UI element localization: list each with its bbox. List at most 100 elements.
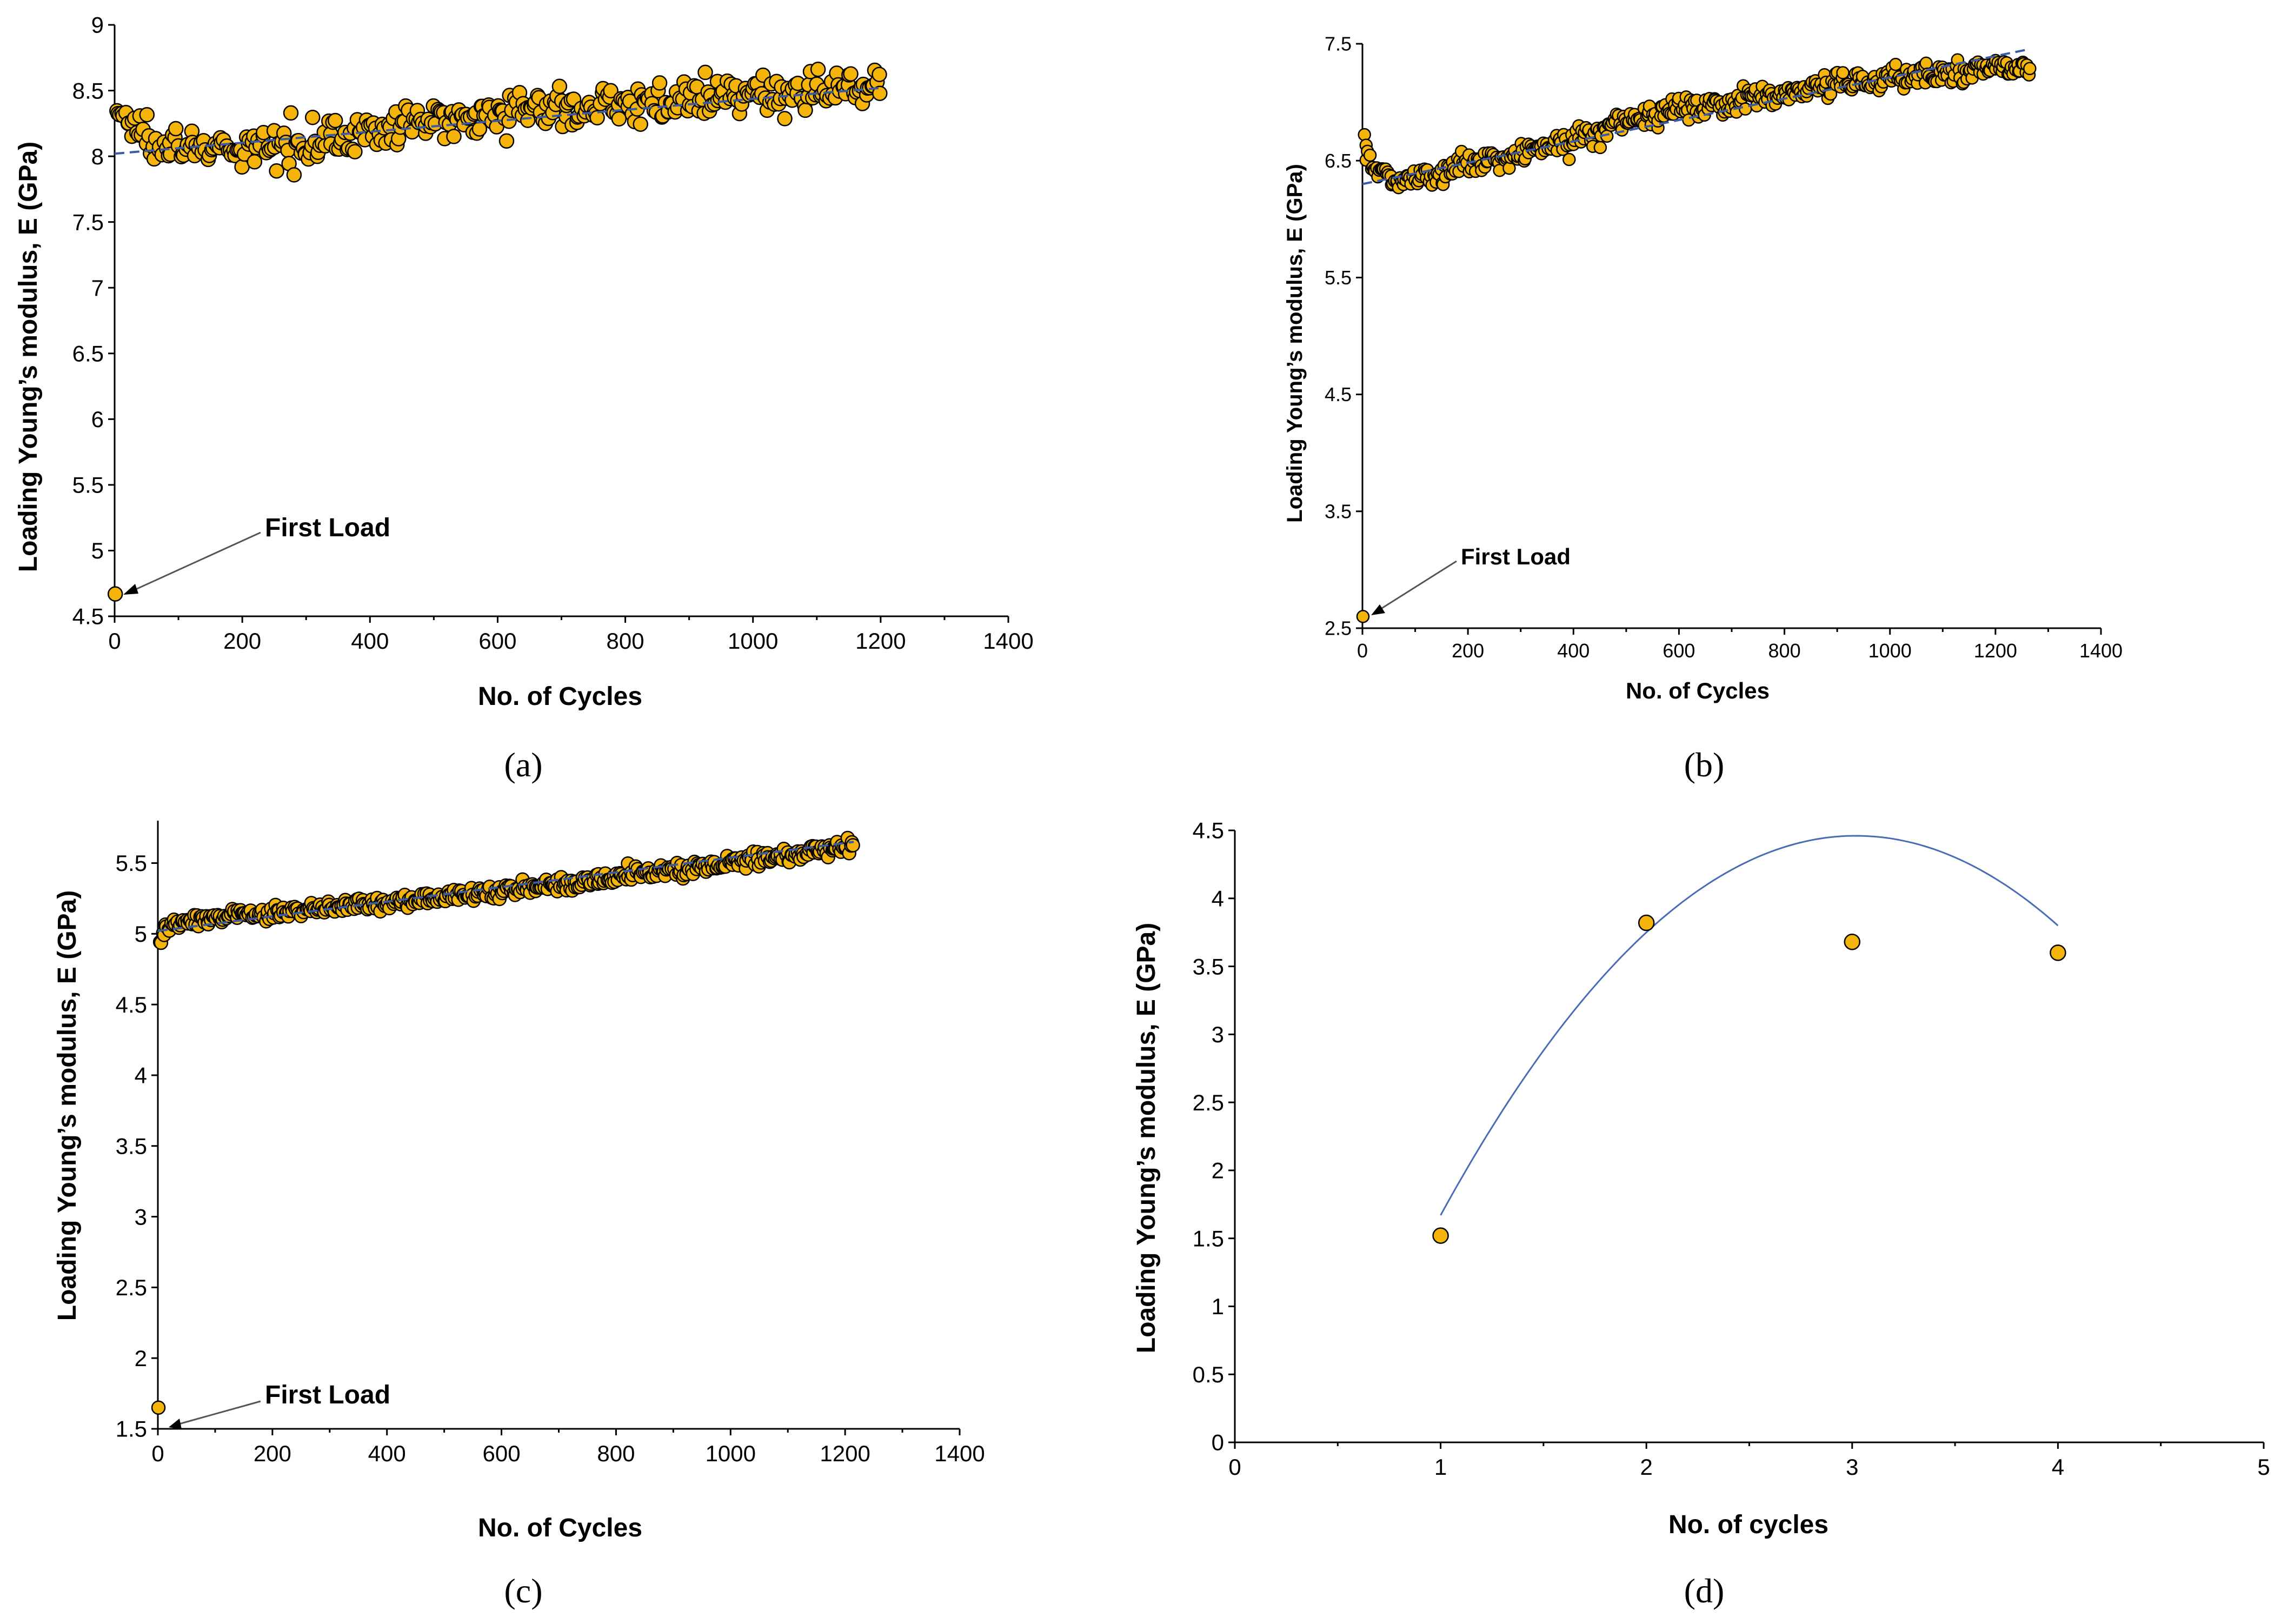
y-tick-label: 9 <box>91 12 104 38</box>
x-tick-label: 4 <box>2052 1454 2064 1480</box>
x-tick-label: 1400 <box>934 1441 985 1466</box>
data-point <box>304 109 321 125</box>
data-point <box>846 838 860 853</box>
y-axis-title-d: Loading Young’s modulus, E (GPa) <box>1132 923 1161 1353</box>
panel-d: 0 1 2 3 4 5 0 0.5 1 1.5 2 2.5 3 3.5 4 4.5 No. of cycles… <box>1132 818 2270 1610</box>
y-tick-label: 8 <box>91 144 104 169</box>
y-tick-label: 0 <box>1212 1430 1224 1455</box>
y-tick-label: 5 <box>135 921 147 947</box>
y-tick-label: 1.5 <box>1193 1226 1224 1251</box>
x-axis-title-b: No. of Cycles <box>1626 678 1770 703</box>
data-point <box>269 163 284 179</box>
data-point <box>1844 934 1861 950</box>
data-point <box>777 111 793 127</box>
x-tick-label: 800 <box>1768 640 1801 662</box>
y-tick-label: 6.5 <box>72 341 104 366</box>
y-tick-label: 5.5 <box>72 472 104 498</box>
data-point <box>1836 66 1850 79</box>
y-tick-label: 4 <box>1212 886 1224 911</box>
y-tick-label: 4 <box>135 1063 147 1088</box>
y-tick-label: 1 <box>1212 1294 1224 1319</box>
scatter-points-b <box>1356 48 2037 623</box>
scatter-points-a <box>107 62 888 602</box>
axes-a: 0 200 400 600 800 1000 1200 1400 4.5 5 5.5 6 6.5 7 7.5… <box>72 12 1034 654</box>
first-load-arrow-b <box>1377 560 1457 612</box>
y-tick-label: 1.5 <box>116 1416 147 1442</box>
axes-d: 0 1 2 3 4 5 0 0.5 1 1.5 2 2.5 3 3.5 4 4.5 <box>1193 818 2270 1480</box>
x-tick-label: 800 <box>607 628 644 654</box>
first-load-arrowhead-c <box>169 1419 182 1429</box>
panel-b: 0 200 400 600 800 1000 1200 1400 2.5 3.5 4.5 5.5 6.5… <box>1283 33 2123 784</box>
x-axis-title-d: No. of cycles <box>1668 1510 1828 1539</box>
x-tick-label: 600 <box>483 1441 521 1466</box>
x-tick-label: 400 <box>368 1441 406 1466</box>
y-tick-label: 3.5 <box>116 1133 147 1159</box>
y-tick-label: 7 <box>91 275 104 301</box>
panel-a: 0 200 400 600 800 1000 1200 1400 4.5 5 5.5 6 6.5 7 7.5… <box>14 12 1034 784</box>
x-axis-title-c: No. of Cycles <box>478 1514 642 1542</box>
data-point <box>633 116 648 132</box>
x-tick-label: 5 <box>2257 1454 2270 1480</box>
y-axis-title-b: Loading Young’s modulus, E (GPa) <box>1283 164 1307 523</box>
y-tick-label: 4.5 <box>72 604 104 629</box>
data-point <box>2050 944 2066 961</box>
y-tick-label: 4.5 <box>1193 818 1224 843</box>
y-tick-label: 5 <box>91 538 104 563</box>
panel-c: 0 200 400 600 800 1000 1200 1400 1.5 2 2.5 3 3.5 4 4.5… <box>53 821 985 1610</box>
data-point <box>471 121 488 137</box>
panel-label-c: (c) <box>504 1572 542 1610</box>
y-axis-title-c: Loading Young’s modulus, E (GPa) <box>53 890 82 1321</box>
x-tick-label: 1400 <box>2079 640 2123 662</box>
data-point <box>139 107 155 123</box>
y-tick-label: 7.5 <box>1325 33 1352 55</box>
y-tick-label: 4.5 <box>116 992 147 1017</box>
x-tick-label: 1 <box>1434 1454 1447 1480</box>
y-tick-label: 5.5 <box>1325 267 1352 289</box>
data-point <box>589 110 605 126</box>
y-tick-label: 4.5 <box>1325 383 1352 405</box>
y-tick-label: 2.5 <box>1325 617 1352 640</box>
y-tick-label: 0.5 <box>1193 1362 1224 1387</box>
data-point <box>872 66 887 82</box>
first-load-arrow-c <box>175 1400 261 1426</box>
x-tick-label: 200 <box>1452 640 1484 662</box>
data-point <box>1638 914 1655 931</box>
quadratic-fit-curve <box>1440 835 2059 1216</box>
y-tick-label: 7.5 <box>72 209 104 235</box>
data-point <box>603 83 619 99</box>
data-point <box>797 102 813 118</box>
data-point <box>872 85 888 101</box>
y-tick-label: 8.5 <box>72 78 104 103</box>
data-point <box>1593 141 1607 155</box>
axes-c: 0 200 400 600 800 1000 1200 1400 1.5 2 2.5 3 3.5 4 4.5… <box>116 821 985 1466</box>
x-tick-label: 1000 <box>706 1441 756 1466</box>
x-axis-title-a: No. of Cycles <box>478 682 642 711</box>
x-tick-label: 3 <box>1846 1454 1858 1480</box>
x-tick-label: 0 <box>1228 1454 1241 1480</box>
data-point <box>286 167 302 183</box>
first-load-label-b: First Load <box>1461 544 1571 569</box>
x-tick-label: 0 <box>108 628 121 654</box>
x-tick-label: 2 <box>1640 1454 1653 1480</box>
data-point <box>347 144 363 159</box>
first-load-arrowhead-a <box>123 584 138 595</box>
y-tick-label: 3 <box>135 1204 147 1229</box>
x-tick-label: 0 <box>151 1441 164 1466</box>
x-tick-label: 400 <box>1557 640 1590 662</box>
panel-label-b: (b) <box>1684 746 1725 784</box>
data-point <box>1562 152 1576 167</box>
x-tick-label: 1400 <box>983 628 1033 654</box>
data-point <box>1363 148 1377 162</box>
x-tick-label: 200 <box>254 1441 291 1466</box>
y-tick-label: 3.5 <box>1325 500 1352 522</box>
x-tick-label: 600 <box>1662 640 1695 662</box>
x-tick-label: 600 <box>478 628 516 654</box>
trend-line <box>157 841 854 933</box>
x-tick-label: 800 <box>597 1441 635 1466</box>
trend-line <box>114 86 881 155</box>
data-point <box>247 154 263 170</box>
y-tick-label: 3.5 <box>1193 954 1224 979</box>
first-load-point <box>107 586 123 602</box>
x-tick-label: 1000 <box>728 628 778 654</box>
